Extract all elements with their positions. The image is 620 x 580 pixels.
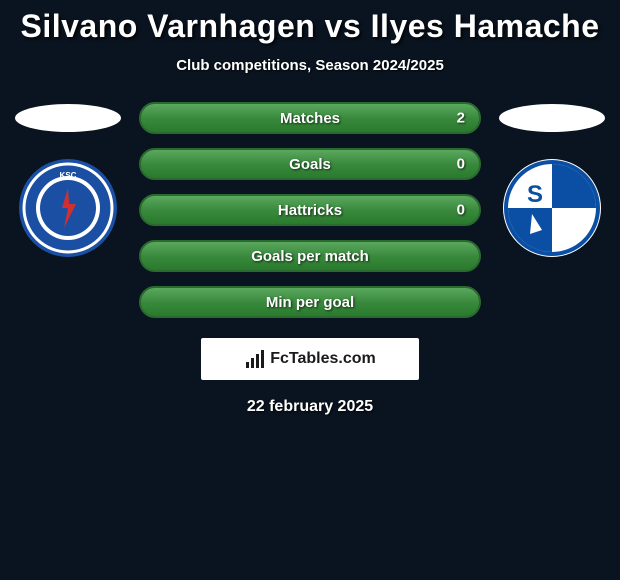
stat-row-matches: Matches 2 [139, 102, 481, 134]
date-text: 22 february 2025 [0, 398, 620, 416]
right-value-ellipse [499, 104, 605, 132]
branding-text: FcTables.com [270, 350, 376, 368]
stat-label: Min per goal [266, 294, 354, 311]
right-team-logo: S 04 [502, 158, 602, 258]
left-team-logo: KSC [18, 158, 118, 258]
schalke-logo-icon: S 04 [502, 158, 602, 258]
svg-text:S: S [527, 181, 543, 208]
right-team-column: S 04 [499, 102, 605, 258]
stat-row-goals: Goals 0 [139, 148, 481, 180]
ksc-logo-icon: KSC [18, 158, 118, 258]
stat-value-right: 0 [457, 156, 465, 173]
stat-value-right: 2 [457, 110, 465, 127]
left-team-column: KSC [15, 102, 121, 258]
stat-label: Goals [289, 156, 331, 173]
stat-value-right: 0 [457, 202, 465, 219]
main-row: KSC Matches 2 Goals 0 Hattricks 0 Goals … [0, 102, 620, 318]
stat-label: Hattricks [278, 202, 342, 219]
comparison-card: Silvano Varnhagen vs Ilyes Hamache Club … [0, 0, 620, 416]
stat-row-min-per-goal: Min per goal [139, 286, 481, 318]
left-value-ellipse [15, 104, 121, 132]
stat-row-hattricks: Hattricks 0 [139, 194, 481, 226]
stat-label: Goals per match [251, 248, 369, 265]
page-title: Silvano Varnhagen vs Ilyes Hamache [0, 8, 620, 45]
stats-column: Matches 2 Goals 0 Hattricks 0 Goals per … [139, 102, 481, 318]
chart-icon [244, 348, 266, 370]
stat-label: Matches [280, 110, 340, 127]
stat-row-goals-per-match: Goals per match [139, 240, 481, 272]
svg-text:04: 04 [559, 214, 579, 234]
svg-text:KSC: KSC [60, 171, 77, 180]
subtitle: Club competitions, Season 2024/2025 [0, 57, 620, 74]
branding-badge[interactable]: FcTables.com [201, 338, 419, 380]
